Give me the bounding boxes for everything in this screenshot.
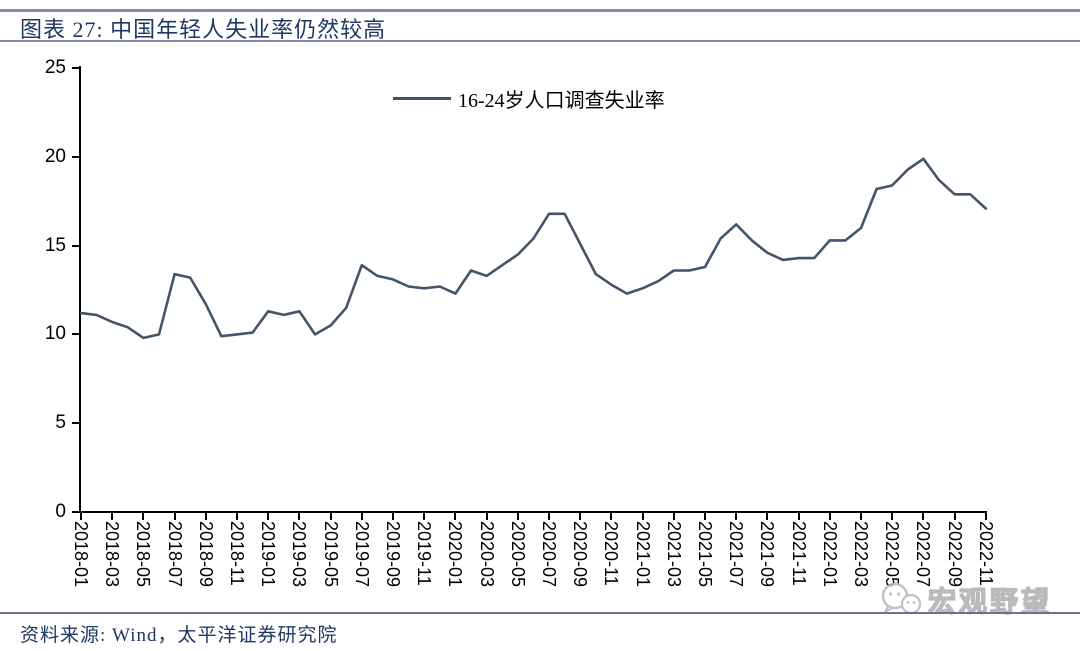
x-tick (672, 513, 675, 520)
series-polyline (79, 157, 988, 340)
legend: 16-24岁人口调查失业率 (393, 84, 665, 113)
x-tick (548, 513, 550, 520)
x-tick (454, 513, 457, 520)
y-tick-label: 20 (44, 146, 66, 168)
x-tick (516, 513, 519, 520)
wechat-icon (881, 582, 922, 615)
x-tick (298, 513, 301, 520)
x-tick (953, 513, 956, 520)
footer-rule (0, 612, 1080, 614)
x-tick (329, 513, 332, 520)
x-tick (80, 513, 82, 520)
x-tick (860, 513, 862, 520)
x-tick (641, 513, 644, 520)
legend-line-swatch (393, 97, 451, 100)
y-tick-label: 10 (44, 323, 66, 345)
x-tick (922, 513, 925, 520)
page-title: 图表 27: 中国年轻人失业率仍然较高 (20, 17, 387, 42)
x-tick (766, 513, 769, 520)
x-tick (267, 513, 270, 520)
y-tick-label: 5 (55, 412, 66, 433)
x-tick (142, 513, 145, 520)
y-tick-label: 15 (44, 234, 66, 256)
watermark-text: 宏观野望 (927, 585, 1053, 617)
title-underline-rule (0, 40, 1080, 42)
y-axis-line (79, 66, 81, 513)
y-tick (72, 333, 79, 336)
y-tick (72, 156, 79, 159)
source-label: 资料来源: Wind，太平洋证券研究院 (20, 625, 338, 646)
x-tick (735, 513, 738, 520)
x-tick (579, 513, 582, 520)
x-tick (797, 513, 800, 520)
watermark: 宏观野望 (878, 580, 1052, 620)
x-tick (423, 513, 426, 520)
x-tick (360, 513, 363, 520)
legend-label: 16-24岁人口调查失业率 (458, 90, 665, 112)
y-tick-label: 25 (44, 57, 66, 79)
y-tick (72, 244, 79, 247)
x-tick (204, 513, 207, 520)
x-tick (485, 513, 488, 520)
x-axis-line (79, 511, 987, 513)
x-tick (236, 513, 238, 520)
x-tick (111, 513, 114, 520)
y-tick (72, 422, 79, 424)
y-tick-label: 0 (55, 500, 66, 522)
x-tick (610, 513, 613, 520)
x-tick (984, 513, 987, 520)
x-tick (173, 513, 176, 520)
x-tick (704, 513, 706, 520)
y-tick (72, 510, 79, 513)
top-rule (0, 9, 1080, 12)
x-tick (392, 513, 394, 520)
x-tick (828, 513, 831, 520)
x-tick (891, 513, 894, 520)
y-tick (72, 67, 79, 70)
